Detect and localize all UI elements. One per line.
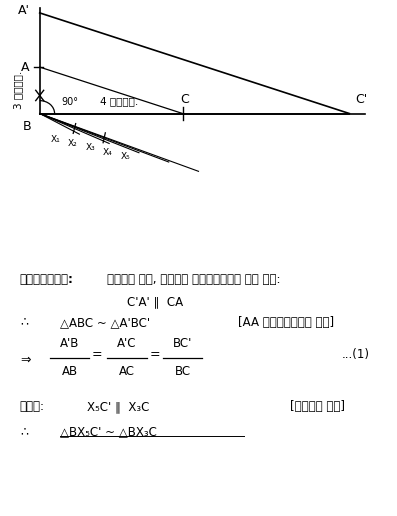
Text: =: = xyxy=(92,348,102,361)
Text: AC: AC xyxy=(119,365,135,378)
Text: पुन:: पुन: xyxy=(20,400,45,413)
Text: रचना से, हमें प्राप्त है कि:: रचना से, हमें प्राप्त है कि: xyxy=(107,273,281,286)
Text: ...(1): ...(1) xyxy=(341,348,370,361)
Text: ∴: ∴ xyxy=(20,316,28,329)
Text: सत्यापन:: सत्यापन: xyxy=(20,273,74,286)
Text: X₄: X₄ xyxy=(103,148,113,156)
Text: X₅C' ∥  X₃C: X₅C' ∥ X₃C xyxy=(87,400,150,413)
Text: C: C xyxy=(180,93,189,106)
Text: [AA समरूपता से]: [AA समरूपता से] xyxy=(238,316,334,329)
Text: AB: AB xyxy=(62,365,77,378)
Text: △ABC ~ △A'BC': △ABC ~ △A'BC' xyxy=(60,316,150,329)
Text: =: = xyxy=(150,348,160,361)
Text: ∴: ∴ xyxy=(20,426,28,439)
Text: B: B xyxy=(23,120,32,133)
Text: X₂: X₂ xyxy=(68,139,78,148)
Text: X₃: X₃ xyxy=(86,143,95,152)
Text: A': A' xyxy=(18,4,30,17)
Text: ⇒: ⇒ xyxy=(20,353,30,366)
Text: C': C' xyxy=(355,93,368,106)
Text: X₁: X₁ xyxy=(51,135,60,144)
Text: C'A' ∥  CA: C'A' ∥ CA xyxy=(127,295,183,308)
Text: A: A xyxy=(21,60,30,74)
Text: 3 सेमी.: 3 सेमी. xyxy=(13,71,23,109)
Text: [रचना से]: [रचना से] xyxy=(290,400,345,413)
Text: BC': BC' xyxy=(173,337,192,350)
Text: A'C: A'C xyxy=(117,337,137,350)
Text: A'B: A'B xyxy=(60,337,79,350)
Text: △BX₅C' ~ △BX₃C: △BX₅C' ~ △BX₃C xyxy=(60,426,156,439)
Text: X₅: X₅ xyxy=(121,152,130,160)
Text: BC: BC xyxy=(175,365,191,378)
Text: 4 सेमी.: 4 सेमी. xyxy=(100,96,138,106)
Text: 90°: 90° xyxy=(62,98,79,107)
